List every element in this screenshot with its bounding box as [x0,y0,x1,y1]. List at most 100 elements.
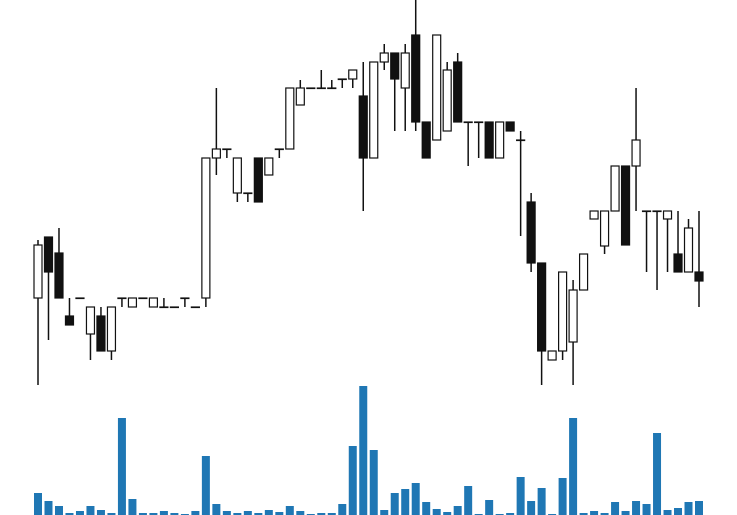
volume-bar [464,486,473,515]
candle-body [620,165,631,246]
candle-body [327,87,337,90]
volume-bar [432,509,441,515]
candle-body [127,297,138,308]
volume-bar [380,510,389,515]
candle-body [201,157,211,299]
volume-bar [65,513,74,515]
volume-bar [485,500,494,515]
volume-bar [527,501,536,515]
candle-body [274,148,284,151]
volume-bar [254,513,263,515]
volume-bar [516,477,525,515]
candle-body [33,244,43,299]
candle-body [96,315,106,352]
candle-body [295,87,305,106]
candle-body [232,157,242,194]
volume-bar [117,418,126,515]
candle-body [547,350,557,361]
volume-bar [359,386,368,515]
candle-body [54,252,64,299]
candle-body [180,297,190,300]
volume-bar [558,478,567,515]
candle-body [453,61,463,123]
candle-body [411,34,421,123]
candle-body [505,121,515,132]
volume-bar [611,502,620,515]
candle-body [148,297,159,308]
candle-body [474,121,484,124]
volume-bar [138,513,147,515]
candle-body [138,297,148,300]
candle-body [641,210,652,213]
candle-body [484,121,494,159]
volume-bar [44,501,53,515]
volume-bar [107,513,116,515]
volume-bar [600,513,609,515]
volume-bar [632,501,641,515]
candle-body [673,253,683,273]
candle-body [285,87,295,150]
candle-body [537,262,547,352]
candle-body [390,52,400,80]
candle-body [306,87,316,90]
volume-bar [170,513,179,515]
candle-body [348,69,358,80]
candle-body [421,121,431,159]
volume-bar [201,456,210,515]
candle-body [337,78,347,81]
volume-bar [96,510,105,515]
volume-bar [537,488,546,515]
candle-body [379,52,389,63]
candle-body [43,236,54,273]
volume-bar [579,513,588,515]
volume-bar [191,511,200,515]
volume-bar [411,483,420,515]
candle-body [85,306,96,335]
candle-body [463,121,473,124]
candle-body [358,95,368,159]
volume-bar [369,450,378,515]
candle-body [694,271,704,282]
candle-body [683,227,694,273]
candle-body [106,306,117,352]
candle-body [432,34,442,141]
candle-body [610,165,620,212]
volume-bar [653,433,662,515]
candle-body [316,87,326,90]
volume-bar [222,511,231,515]
candle-body [589,210,599,220]
volume-bar [443,512,452,515]
candle-body [222,148,232,151]
candle-body [117,297,127,300]
volume-bar [663,510,672,515]
volume-bar [128,499,137,515]
candle-body [369,61,379,159]
candle-body [64,315,75,326]
candle-body [599,210,610,247]
volume-bar [401,489,410,515]
volume-bar [453,506,462,515]
volume-bar [674,508,683,515]
candle-body [516,139,526,142]
volume-bar [390,493,399,515]
candle-body [558,271,568,352]
volume-bar [275,512,284,515]
volume-bar [264,510,273,515]
volume-bar [590,511,599,515]
candle-body [526,201,536,264]
volume-bar [642,504,651,515]
candle-body [159,306,169,309]
volume-bar [621,511,630,515]
volume-bar [86,506,95,515]
candle-body [652,210,662,213]
volume-bar [338,504,347,515]
volume-bar [695,501,703,515]
candle-body [264,157,274,176]
candle-body [495,121,505,159]
candle-body [190,306,200,309]
volume-bar [296,511,305,515]
volume-bar [327,513,336,515]
candle-body [568,289,578,343]
